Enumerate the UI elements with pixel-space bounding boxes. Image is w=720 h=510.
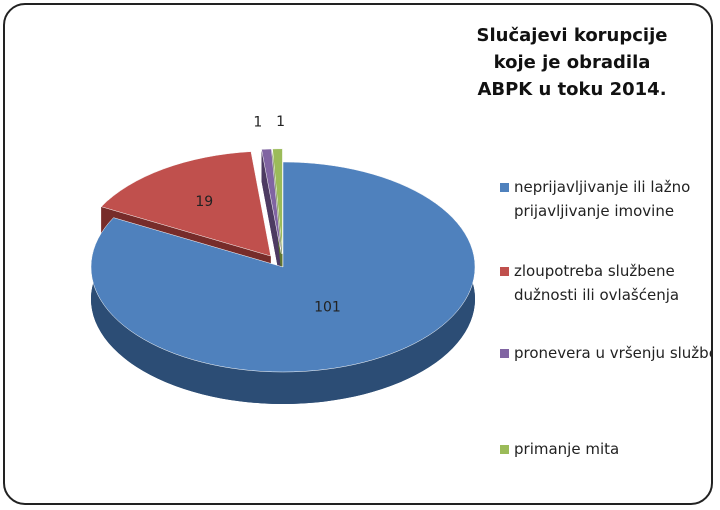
legend-item: zloupotreba službene dužnosti ili ovlašć…: [500, 259, 711, 307]
slice-wall: [261, 149, 282, 286]
legend-label: zloupotreba službene dužnosti ili ovlašć…: [514, 262, 680, 304]
slice: [90, 161, 476, 373]
pie-tops: [90, 148, 476, 373]
legend-item: primanje mita: [500, 437, 711, 461]
legend-label: pronevera u vršenju službe: [514, 344, 713, 362]
chart: 101 19 1 1: [90, 114, 476, 405]
slice: [261, 148, 282, 254]
legend-item: neprijavljivanje ili lažno prijavljivanj…: [500, 175, 711, 223]
chart-frame: 101 19 1 1 Slučajevi korupcije koje je obra…: [3, 3, 713, 505]
data-label: 19: [195, 194, 213, 210]
legend-label: neprijavljivanje ili lažno prijavljivanj…: [514, 178, 691, 220]
data-label: 1: [253, 114, 262, 130]
data-label: 1: [276, 114, 285, 130]
slice: [272, 148, 283, 254]
legend-item: pronevera u vršenju službe: [500, 341, 713, 365]
legend-label: primanje mita: [514, 440, 620, 458]
legend-swatch: [500, 445, 509, 454]
legend-swatch: [500, 267, 509, 276]
legend-swatch: [500, 183, 509, 192]
legend-swatch: [500, 349, 509, 358]
chart-title: Slučajevi korupcije koje je obradila ABP…: [476, 25, 668, 100]
slice: [100, 151, 272, 257]
data-label: 101: [314, 300, 341, 316]
